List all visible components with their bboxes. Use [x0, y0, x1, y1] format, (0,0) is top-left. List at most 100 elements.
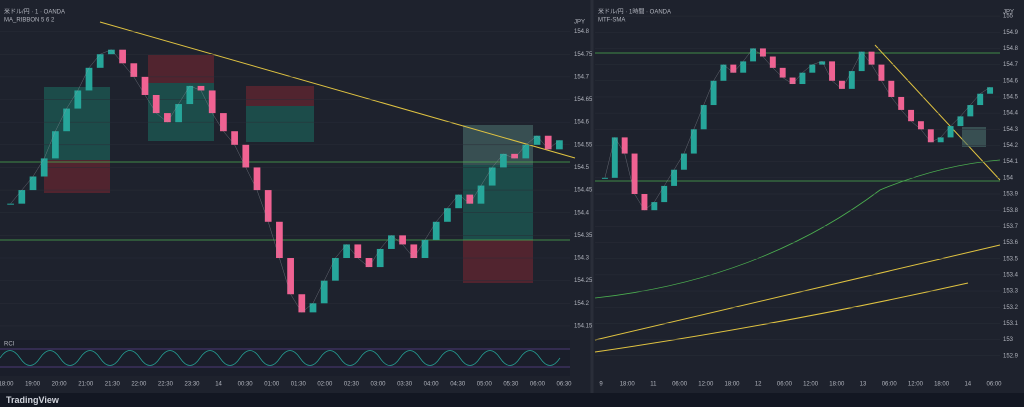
candle [96, 54, 104, 68]
candle [927, 129, 934, 143]
x-tick-label: 04:00 [424, 382, 440, 388]
currency-label: JPY [1003, 10, 1014, 16]
oscillator-label: RCI [4, 342, 15, 348]
y-tick-label: 154.15 [574, 324, 593, 330]
candle [651, 202, 658, 211]
y-tick-label: 153.1 [1003, 321, 1019, 327]
candle [130, 63, 138, 77]
candle [987, 87, 994, 94]
y-tick-label: 154.55 [574, 142, 593, 148]
candle [488, 167, 496, 186]
x-tick-label: 12:00 [803, 382, 819, 388]
candle [242, 144, 250, 168]
candle [710, 80, 717, 106]
x-tick-label: 12 [755, 382, 762, 388]
candle [164, 113, 171, 123]
candle [621, 137, 628, 154]
x-tick-label: 13 [860, 382, 867, 388]
y-tick-label: 154.9 [1003, 30, 1019, 36]
candle [399, 235, 406, 245]
moving-average [594, 282, 969, 353]
position-box [463, 240, 533, 283]
candle [799, 72, 806, 85]
candle [888, 80, 895, 97]
x-tick-label: 22:00 [131, 382, 147, 388]
y-tick-label: 154.7 [1003, 62, 1019, 68]
candle [977, 93, 984, 106]
candle [511, 153, 518, 159]
candle [208, 90, 216, 114]
brand-logo: TradingView [6, 395, 59, 405]
y-tick-label: 154.5 [1003, 95, 1019, 101]
candle [332, 258, 339, 281]
pane-legend: MTF-SMA [598, 18, 625, 24]
candle [500, 153, 507, 168]
candle [641, 194, 648, 211]
x-tick-label: 11 [650, 382, 657, 388]
y-tick-label: 154.65 [574, 97, 593, 103]
candle [967, 105, 974, 117]
position-box [246, 106, 314, 142]
candle [74, 90, 82, 109]
candle [410, 244, 418, 259]
y-tick-label: 154.3 [574, 256, 590, 262]
x-tick-label: 00:30 [238, 382, 254, 388]
candle [309, 303, 317, 313]
y-tick-label: 153.8 [1003, 208, 1019, 214]
price-line [604, 48, 991, 211]
candle [63, 108, 70, 132]
pane-legend: 米ドル/円 · 1時間 · OANDA [598, 8, 671, 16]
candle [320, 280, 328, 304]
candle [40, 158, 48, 177]
candle [18, 190, 26, 204]
x-tick-label: 12:00 [698, 382, 714, 388]
candle [917, 121, 924, 130]
x-tick-label: 03:30 [397, 382, 413, 388]
candle [231, 131, 238, 145]
y-tick-label: 153.4 [1003, 272, 1019, 278]
candle [769, 56, 776, 68]
candle [937, 137, 944, 143]
candle [898, 96, 905, 110]
candle [556, 140, 563, 150]
y-tick-label: 154.6 [574, 120, 590, 126]
candle [365, 258, 373, 268]
trend-line [99, 21, 576, 159]
x-tick-label: 23:30 [184, 382, 200, 388]
position-box [44, 160, 110, 193]
candle [264, 190, 272, 222]
oscillator-line [0, 350, 561, 366]
x-tick-label: 01:00 [264, 382, 280, 388]
x-tick-label: 04:30 [450, 382, 466, 388]
candle [421, 239, 429, 259]
y-tick-label: 153.3 [1003, 289, 1019, 295]
candle [354, 244, 362, 259]
candle [700, 105, 707, 130]
x-tick-label: 01:30 [291, 382, 307, 388]
candle [287, 258, 294, 295]
x-tick-label: 06:00 [986, 382, 1002, 388]
x-tick-label: 20:00 [52, 382, 68, 388]
oscillator-pane [0, 340, 570, 376]
y-tick-label: 154.45 [574, 188, 593, 194]
x-tick-label: 05:00 [477, 382, 493, 388]
candle [838, 80, 845, 89]
pane-legend: 米ドル/円 · 1 · OANDA [4, 8, 65, 16]
candle [858, 51, 865, 72]
candle [388, 235, 395, 249]
trend-line [594, 244, 1001, 341]
moving-average [594, 159, 1001, 299]
y-tick-label: 154.8 [574, 29, 590, 35]
x-tick-label: 12:00 [908, 382, 924, 388]
candle [601, 177, 608, 179]
candle [432, 221, 440, 240]
y-tick-label: 153 [1003, 337, 1014, 343]
trend-line [874, 44, 1001, 181]
y-tick-label: 154.4 [574, 210, 590, 216]
candle [947, 126, 954, 138]
candle [848, 71, 855, 89]
candle [611, 137, 618, 178]
candle [119, 49, 126, 64]
candle [661, 185, 668, 203]
x-tick-label: 06:00 [777, 382, 793, 388]
